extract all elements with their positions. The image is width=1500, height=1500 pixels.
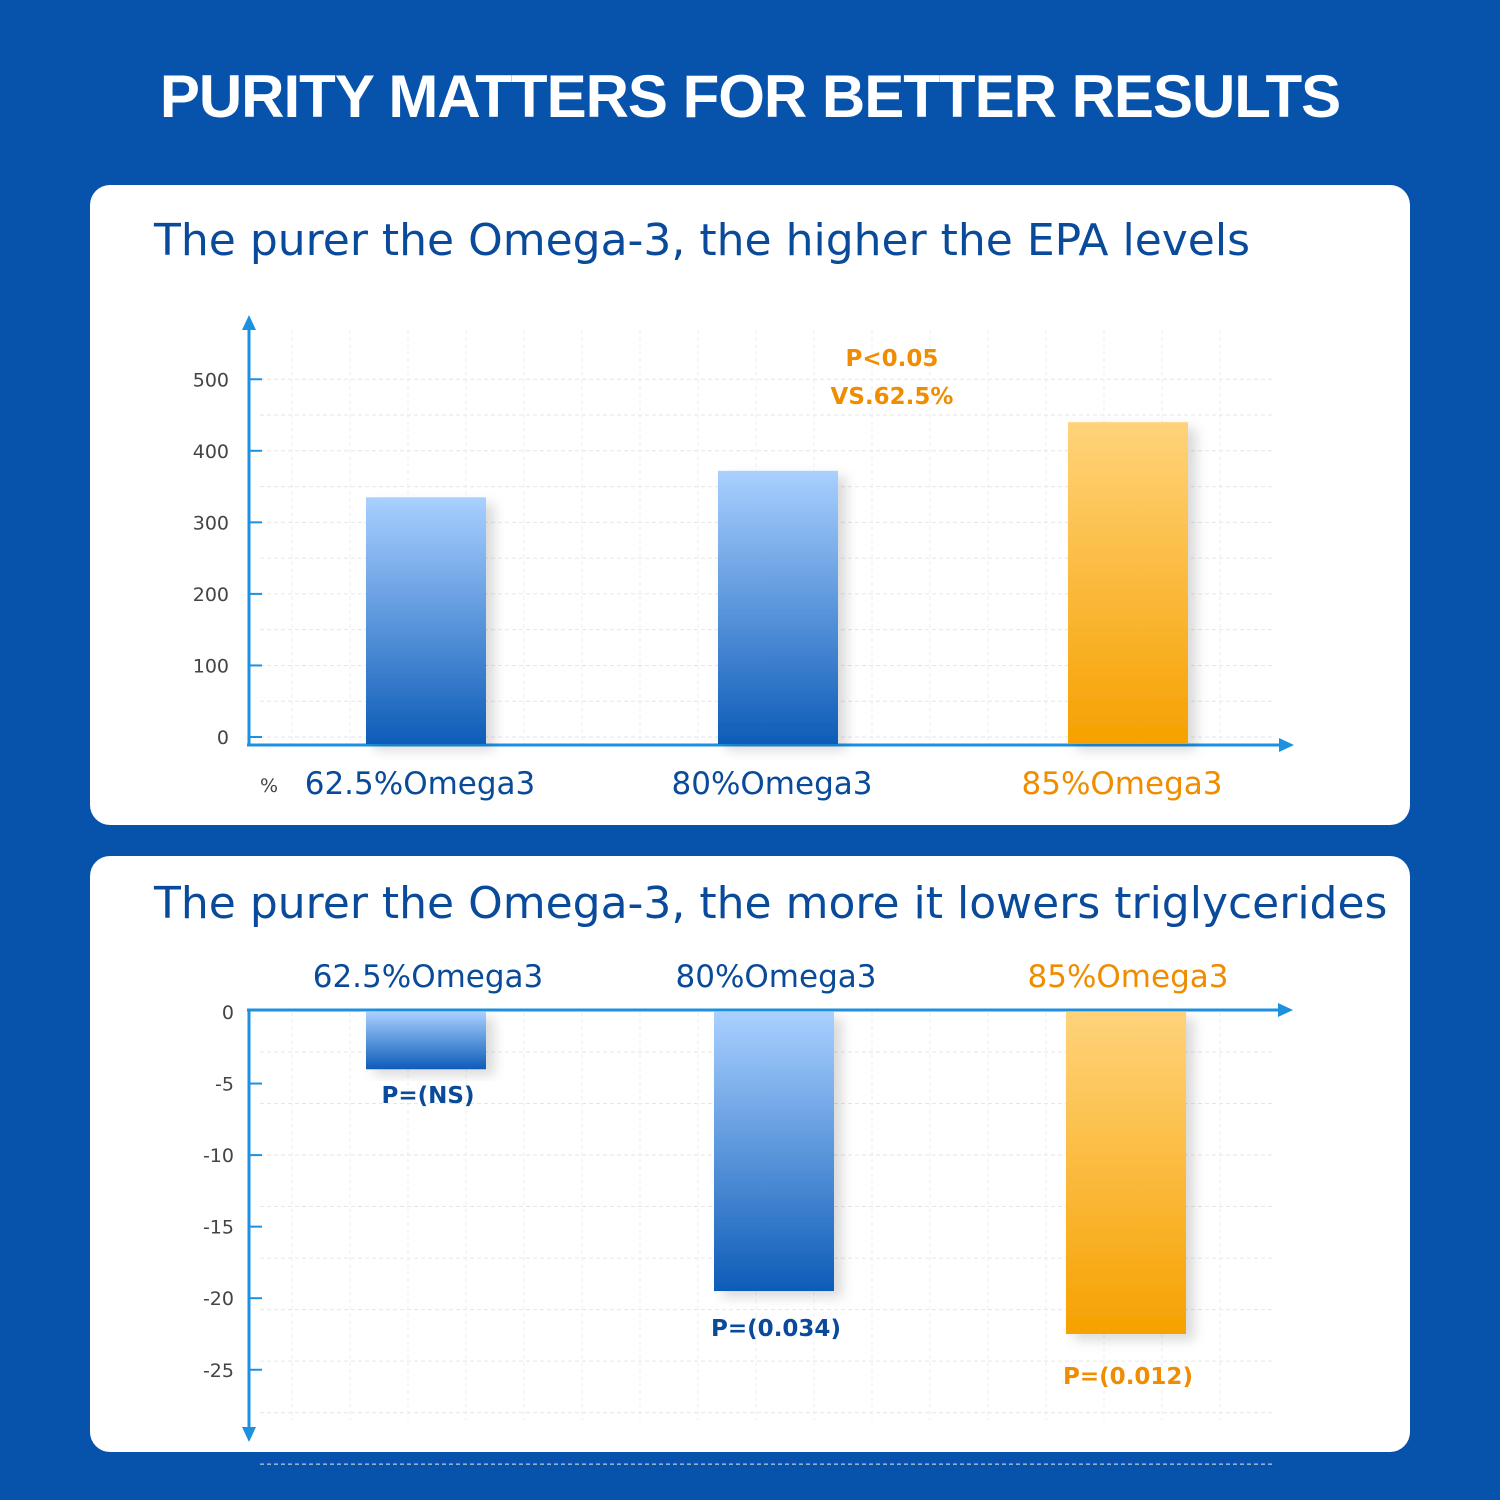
p-value-label: P=(0.012) (1063, 1364, 1193, 1390)
triglycerides-chart-card: The purer the Omega-3, the more it lower… (90, 856, 1410, 1452)
y-tick-label: 100 (193, 655, 229, 677)
y-tick-label: 400 (193, 441, 229, 463)
y-tick-label: -10 (203, 1145, 234, 1167)
x-category-label: 85%Omega3 (1022, 766, 1223, 802)
significance-annotation: P<0.05 (846, 346, 939, 372)
y-tick-label: -20 (203, 1288, 234, 1310)
x-category-label: 80%Omega3 (676, 959, 877, 995)
bar (1068, 422, 1188, 744)
x-axis-arrow (1279, 738, 1294, 752)
unit-label: % (260, 775, 278, 797)
bar (366, 1012, 486, 1070)
significance-annotation: VS.62.5% (831, 384, 954, 410)
y-tick-label: -25 (203, 1360, 234, 1382)
x-category-label: 85%Omega3 (1028, 959, 1229, 995)
p-value-label: P=(0.034) (711, 1316, 841, 1342)
y-axis-arrow (242, 1427, 256, 1442)
y-tick-label: 300 (193, 512, 229, 534)
bar (714, 1012, 834, 1292)
main-title: PURITY MATTERS FOR BETTER RESULTS (159, 63, 1341, 130)
bar (366, 497, 486, 744)
bar (718, 470, 838, 744)
y-tick-label: 0 (217, 727, 229, 749)
y-tick-label: -15 (203, 1217, 234, 1239)
y-tick-label: -5 (215, 1074, 234, 1096)
y-axis-arrow (242, 315, 256, 330)
y-tick-label: 0 (222, 1002, 234, 1024)
chart-title: The purer the Omega-3, the more it lower… (154, 878, 1388, 929)
bar (1066, 1012, 1186, 1334)
y-tick-label: 500 (193, 369, 229, 391)
chart-title: The purer the Omega-3, the higher the EP… (154, 215, 1251, 266)
x-category-label: 80%Omega3 (672, 766, 873, 802)
y-tick-label: 200 (193, 584, 229, 606)
x-axis-arrow (1278, 1003, 1293, 1017)
x-category-label: 62.5%Omega3 (313, 959, 544, 995)
p-value-label: P=(NS) (382, 1083, 475, 1109)
x-category-label: 62.5%Omega3 (305, 766, 536, 802)
